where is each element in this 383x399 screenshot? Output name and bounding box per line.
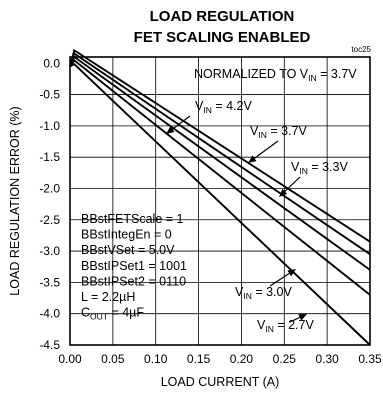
x-tick-label: 0.30 bbox=[315, 352, 339, 366]
series-label-3: VIN = 3.3V bbox=[291, 160, 348, 176]
x-tick-labels: 0.00 0.05 0.10 0.15 0.20 0.25 0.30 0.35 bbox=[58, 352, 382, 366]
label-arrow-head bbox=[298, 314, 307, 321]
series-line-5 bbox=[69, 62, 371, 346]
condition-line: BBstIntegEn = 0 bbox=[81, 228, 172, 242]
normalized-note: NORMALIZED TO VIN = 3.7V bbox=[194, 67, 357, 83]
x-axis-label: LOAD CURRENT (A) bbox=[161, 375, 280, 389]
label-arrow-line bbox=[289, 316, 302, 323]
y-tick-labels: 0.0 -0.5 -1.0 -1.5 -2.0 -2.5 -3.0 -3.5 -4.0 -4.5 bbox=[39, 56, 60, 352]
y-axis-label: LOAD REGULATION ERROR (%) bbox=[8, 106, 22, 295]
y-tick-label: -2.0 bbox=[39, 181, 60, 195]
y-tick-label: -4.5 bbox=[39, 338, 60, 352]
y-tick-label: -1.0 bbox=[39, 119, 60, 133]
series-labels: VIN = 4.2V VIN = 3.7V VIN = 3.3V VIN = 3.0V… bbox=[195, 99, 348, 334]
series-label-5: VIN = 2.7V bbox=[257, 318, 314, 334]
label-arrows bbox=[166, 115, 307, 323]
chart-title: LOAD REGULATION bbox=[150, 8, 295, 25]
label-arrow-line bbox=[252, 140, 279, 160]
x-tick-label: 0.15 bbox=[187, 352, 211, 366]
condition-line: COUT = 4µF bbox=[81, 306, 144, 322]
y-tick-label: -1.5 bbox=[39, 150, 60, 164]
label-arrow-head bbox=[166, 126, 175, 134]
label-arrow-line bbox=[282, 176, 301, 194]
x-tick-label: 0.35 bbox=[358, 352, 382, 366]
label-arrow-head bbox=[287, 269, 296, 277]
series-label-4: VIN = 3.0V bbox=[235, 285, 292, 301]
label-arrow-head bbox=[248, 155, 257, 163]
grid-lines bbox=[70, 57, 370, 345]
condition-line: BBstIPSet1 = 1001 bbox=[81, 259, 187, 273]
condition-line: BBstVSet = 5.0V bbox=[81, 243, 175, 257]
series-label-1: VIN = 4.2V bbox=[195, 99, 252, 115]
condition-line: BBstFETScale = 1 bbox=[81, 212, 184, 226]
x-tick-label: 0.10 bbox=[144, 352, 168, 366]
y-tick-label: -3.0 bbox=[39, 244, 60, 258]
y-tick-label: -2.5 bbox=[39, 213, 60, 227]
conditions-block: BBstFETScale = 1 BBstIntegEn = 0BBstVSet … bbox=[81, 212, 187, 322]
y-tick-label: -3.5 bbox=[39, 275, 60, 289]
y-tick-label: 0.0 bbox=[43, 56, 60, 70]
label-arrow-line bbox=[170, 115, 191, 131]
series-line-4 bbox=[69, 58, 371, 296]
y-tick-label: -4.0 bbox=[39, 307, 60, 321]
x-tick-label: 0.00 bbox=[58, 352, 82, 366]
label-arrow-line bbox=[269, 271, 292, 287]
series-label-2: VIN = 3.7V bbox=[250, 124, 307, 140]
x-tick-label: 0.05 bbox=[101, 352, 125, 366]
plot-frame bbox=[69, 56, 371, 346]
condition-line: L = 2.2µH bbox=[81, 290, 135, 304]
figure-id: toc25 bbox=[351, 45, 371, 54]
y-tick-label: -0.5 bbox=[39, 88, 60, 102]
x-tick-label: 0.20 bbox=[230, 352, 254, 366]
label-arrow-head bbox=[279, 188, 288, 197]
condition-line: BBstIPSet2 = 0110 bbox=[81, 274, 186, 288]
chart-subtitle: FET SCALING ENABLED bbox=[134, 29, 311, 46]
x-tick-label: 0.25 bbox=[273, 352, 297, 366]
